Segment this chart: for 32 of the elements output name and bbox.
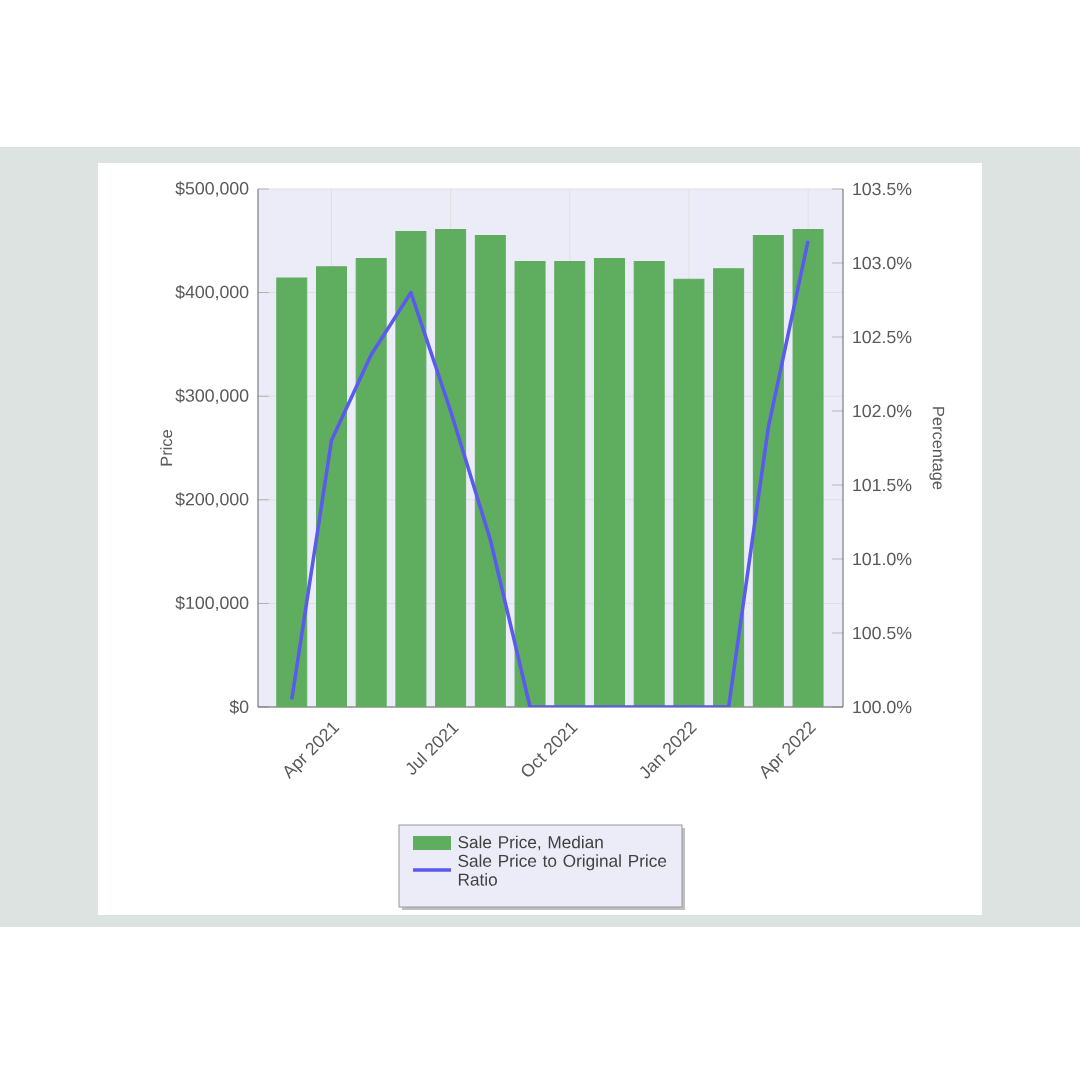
bar xyxy=(315,266,347,707)
y-tick-label: $200,000 xyxy=(175,492,249,508)
y2-tick-label: 103.0% xyxy=(853,256,912,270)
y-tick-label: $300,000 xyxy=(175,388,249,404)
y2-tick-label: 100.0% xyxy=(853,700,912,714)
y-tick-label: $100,000 xyxy=(175,595,249,612)
y-tick-label: $500,000 xyxy=(175,181,249,197)
bar xyxy=(673,278,705,707)
y2-tick-label: 103.5% xyxy=(853,182,912,196)
bar xyxy=(554,261,586,707)
bar xyxy=(355,257,387,707)
bar xyxy=(593,257,625,707)
legend-label: Sale Price, Median xyxy=(458,835,603,851)
bar xyxy=(474,235,506,707)
bar xyxy=(713,268,745,707)
bar xyxy=(633,261,665,707)
y2-tick-label: 101.5% xyxy=(853,478,912,492)
y-tick-label: $0 xyxy=(229,699,249,715)
y-axis-title: Price xyxy=(160,430,173,466)
y2-tick-label: 102.0% xyxy=(853,404,912,418)
bar xyxy=(276,277,308,707)
y2-tick-label: 102.5% xyxy=(853,330,912,344)
bar xyxy=(514,261,546,707)
y2-axis-title: Percentage xyxy=(929,407,945,490)
y-tick-label: $400,000 xyxy=(175,284,249,301)
legend-label: Sale Price to Original Price Ratio xyxy=(458,854,667,886)
y2-tick-label: 101.0% xyxy=(853,552,912,566)
bar xyxy=(395,230,427,707)
y2-tick-label: 100.5% xyxy=(853,626,912,640)
bar xyxy=(752,235,784,707)
bar xyxy=(792,228,824,707)
bar xyxy=(435,228,467,707)
